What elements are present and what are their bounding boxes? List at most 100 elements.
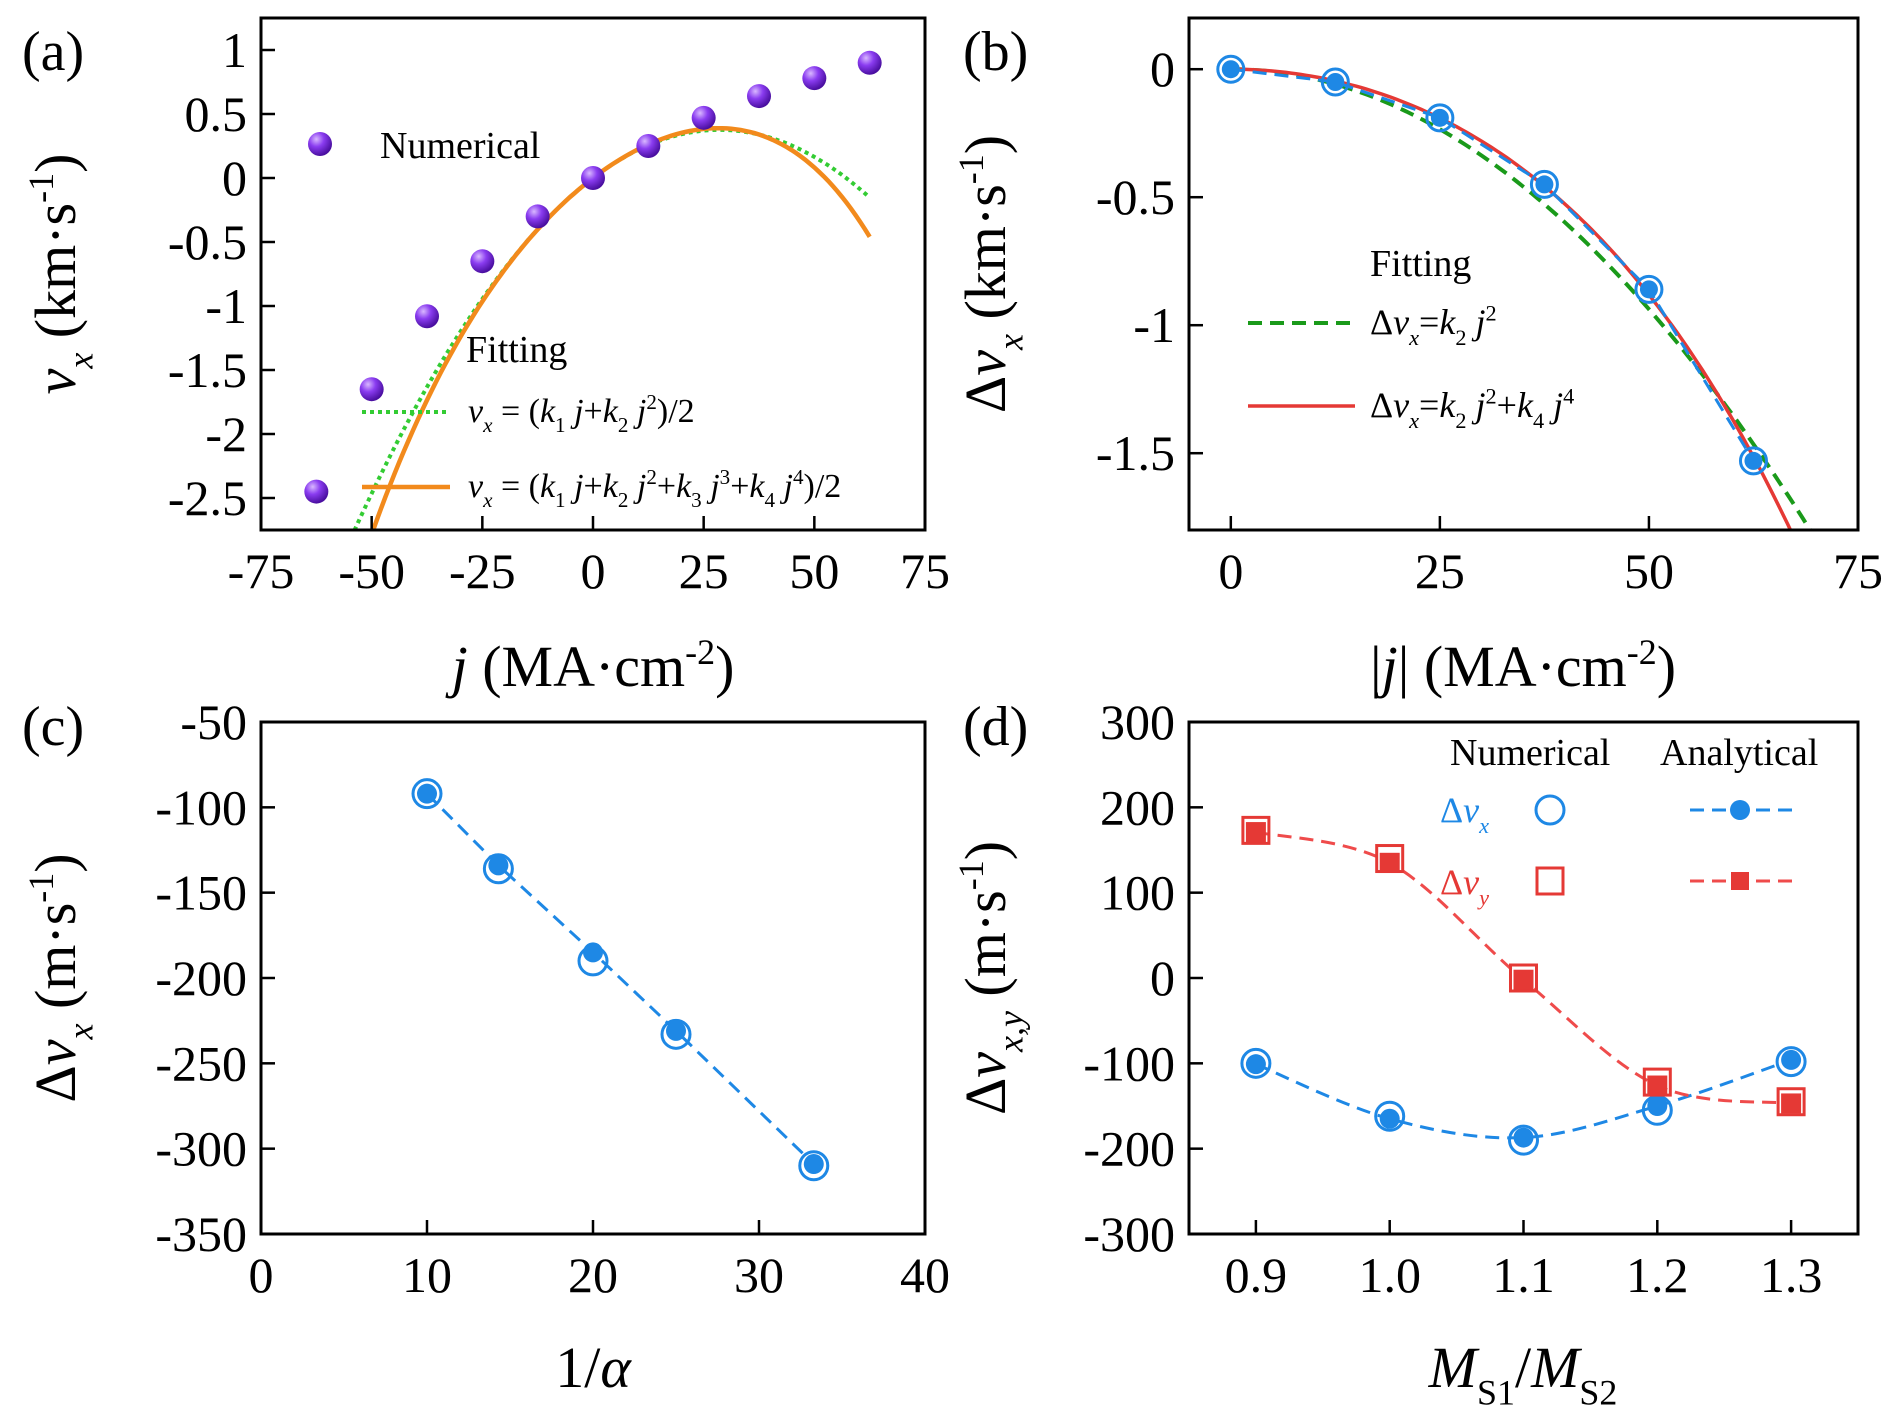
y-tick-label: -100 xyxy=(1083,1035,1175,1091)
dvx-analytical-point xyxy=(1379,1108,1400,1129)
dvy-analytical-point xyxy=(1513,969,1534,990)
analytical-point xyxy=(1535,175,1554,194)
y-tick-label: 1 xyxy=(222,22,247,78)
dvy-analytical-point xyxy=(1379,852,1400,873)
dvx-numerical-point xyxy=(1240,1047,1272,1079)
numerical-point xyxy=(411,778,443,810)
x-tick-label: 75 xyxy=(1833,543,1883,599)
numerical-point xyxy=(636,134,661,158)
legend-dvy-numerical-marker xyxy=(1535,866,1565,896)
dvx-analytical-line xyxy=(1255,1058,1792,1140)
dvy-numerical-point xyxy=(1776,1087,1806,1117)
analytical-point xyxy=(1326,73,1345,91)
numerical-point xyxy=(691,105,716,130)
numerical-point xyxy=(470,249,495,274)
x-tick-label: 0 xyxy=(249,1247,274,1303)
legend-fit1-label: Δvx=k2 j2 xyxy=(1370,300,1497,349)
numerical-point xyxy=(1738,446,1768,476)
dvy-numerical-point xyxy=(1241,815,1271,845)
dvy-analytical-point xyxy=(1781,1093,1802,1114)
dvx-analytical-point xyxy=(1781,1049,1802,1070)
dvx-numerical-point xyxy=(1775,1046,1807,1078)
panel-b: 0 25 50 75 0 -0.5 -1 -1.5 Fitting Δvx=k2 j2 Δvx=k2… xyxy=(951,16,1883,699)
legend-fitting-title: Fitting xyxy=(1370,243,1471,285)
y-tick-label: -300 xyxy=(155,1121,247,1177)
x-tick-label: 0 xyxy=(1218,543,1243,599)
legend-numerical-header: Numerical xyxy=(1450,732,1610,774)
panel-c: 0 10 20 30 40 -50 -100 -150 -200 -250 -300 -350 1/α Δ… xyxy=(21,694,950,1400)
numerical-point xyxy=(304,479,329,504)
y-tick-label: -250 xyxy=(155,1035,247,1091)
dvy-numerical-point xyxy=(1509,963,1538,993)
x-axis-label: 1/α xyxy=(555,1335,632,1400)
y-tick-label: 100 xyxy=(1100,865,1175,921)
x-tick-label: 1.3 xyxy=(1760,1247,1823,1303)
dvx-analytical-point xyxy=(1647,1096,1668,1116)
numerical-point xyxy=(747,84,771,109)
dvy-analytical-point xyxy=(1647,1075,1668,1096)
dvx-numerical-point xyxy=(1508,1124,1539,1156)
numerical-point xyxy=(1425,103,1455,133)
numerical-point xyxy=(1216,54,1246,84)
numerical-point xyxy=(1634,274,1664,304)
x-axis-label: MS1/MS2 xyxy=(1428,1335,1618,1412)
y-tick-label: -0.5 xyxy=(1096,169,1175,225)
panel-label-d: (d) xyxy=(963,696,1028,758)
numerical-point xyxy=(1529,169,1559,199)
x-tick-label: -50 xyxy=(338,543,405,599)
x-tick-label: -75 xyxy=(228,543,295,599)
y-tick-label: -150 xyxy=(155,865,247,921)
y-tick-label: -100 xyxy=(155,779,247,835)
y-tick-label: 0 xyxy=(1150,950,1175,1006)
y-tick-label: -1.5 xyxy=(168,342,247,398)
x-tick-label: 1.2 xyxy=(1626,1247,1689,1303)
legend-fit2-label: Δvx=k2 j2+k4 j4 xyxy=(1370,383,1574,432)
x-tick-label: 0.9 xyxy=(1225,1247,1288,1303)
analytical-point xyxy=(803,1154,824,1175)
fit-quadratic-line xyxy=(1230,67,1813,530)
y-tick-label: -350 xyxy=(155,1206,247,1262)
fit-quartic-line xyxy=(1230,67,1793,530)
analytical-point xyxy=(1221,60,1240,79)
analytical-point xyxy=(583,942,603,963)
numerical-point xyxy=(525,204,550,229)
y-axis-label: Δvx,y (m·s-1) xyxy=(951,841,1030,1115)
y-tick-label: -1 xyxy=(1133,297,1175,353)
legend-analytical-header: Analytical xyxy=(1660,732,1818,774)
dvy-analytical-point xyxy=(1245,822,1266,843)
numerical-point xyxy=(798,1150,830,1182)
numerical-point xyxy=(415,304,439,329)
x-tick-label: 20 xyxy=(568,1247,618,1303)
x-tick-label: 25 xyxy=(679,543,729,599)
y-tick-label: -1.5 xyxy=(1096,425,1175,481)
plot-frame xyxy=(1187,16,1860,532)
y-tick-label: -1 xyxy=(205,278,247,334)
y-tick-label: 200 xyxy=(1100,779,1175,835)
x-tick-label: 10 xyxy=(402,1247,452,1303)
y-tick-label: -0.5 xyxy=(168,214,247,270)
legend-dvx-numerical-marker xyxy=(1534,794,1566,826)
y-tick-label: -200 xyxy=(155,950,247,1006)
dvx-analytical-point xyxy=(1513,1127,1534,1148)
x-tick-label: 1.1 xyxy=(1492,1247,1555,1303)
analytical-point xyxy=(488,855,509,876)
x-tick-label: 1.0 xyxy=(1358,1247,1421,1303)
x-tick-label: 50 xyxy=(789,543,839,599)
x-axis-label: j (MA·cm-2) xyxy=(445,632,735,699)
y-axis-label: vx (km·s-1) xyxy=(21,154,100,395)
y-tick-label: 300 xyxy=(1100,694,1175,750)
legend-numerical-marker xyxy=(308,132,332,156)
y-tick-label: 0 xyxy=(1150,41,1175,97)
legend-dvy-label: Δvy xyxy=(1440,862,1489,910)
panel-d: 0.9 1.0 1.1 1.2 1.3 300 200 100 0 -100 -200 -300 Num… xyxy=(951,694,1860,1412)
panel-label-c: (c) xyxy=(22,696,84,758)
panel-label-a: (a) xyxy=(22,21,84,83)
legend-numerical-label: Numerical xyxy=(380,125,540,167)
analytical-point xyxy=(1744,451,1763,470)
numerical-point xyxy=(660,1018,692,1050)
legend-fit2-label: vx = (k1 j+k2 j2+k3 j3+k4 j4)/2 xyxy=(468,465,841,512)
analytical-point xyxy=(1639,280,1658,299)
y-tick-label: -50 xyxy=(180,694,247,750)
numerical-point xyxy=(482,853,514,885)
